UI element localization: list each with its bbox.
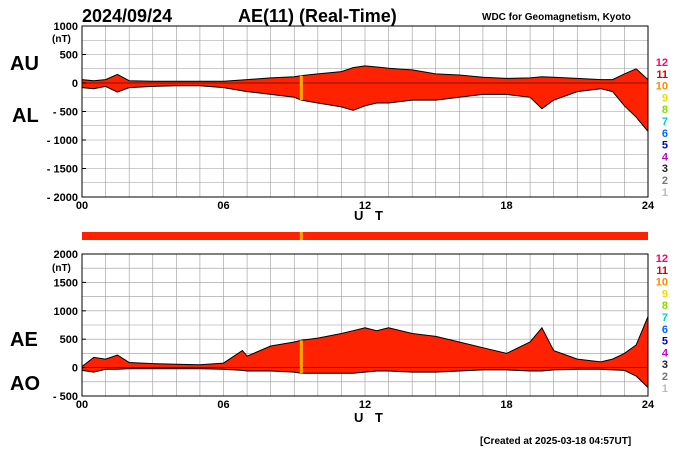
legend-station-count: 9 <box>662 92 668 104</box>
legend-station-count: 4 <box>662 151 669 163</box>
legend-station-count: 8 <box>662 104 668 116</box>
y-tick-label: 1000 <box>54 21 78 33</box>
legend-station-count: 1 <box>662 383 668 395</box>
legend-station-count: 3 <box>662 163 668 175</box>
legend-station-count: 5 <box>662 336 668 348</box>
y-tick-label: - 500 <box>53 107 78 119</box>
series-line-ae <box>81 316 649 367</box>
y-tick-label: 2000 <box>54 249 78 261</box>
au-al-unit: (nT) <box>52 34 71 45</box>
legend-station-count: 12 <box>656 57 668 69</box>
x-tick-label: 00 <box>76 399 88 411</box>
y-tick-label: 500 <box>60 334 78 346</box>
created-stamp: [Created at 2025-03-18 04:57UT] <box>480 436 631 447</box>
legend-station-count: 4 <box>662 347 669 359</box>
status-bar-fill <box>82 232 648 240</box>
ae-ao-grid <box>82 254 648 396</box>
legend-station-count: 7 <box>662 116 668 128</box>
legend-station-count: 10 <box>656 81 668 93</box>
legend-station-count: 9 <box>662 288 668 300</box>
institution: WDC for Geomagnetism, Kyoto <box>482 12 631 23</box>
legend-station-count: 2 <box>662 175 668 187</box>
range-fill-area <box>82 65 648 132</box>
highlight-stripe <box>299 75 303 101</box>
x-tick-label: 18 <box>500 399 512 411</box>
au-label: AU <box>10 53 39 75</box>
y-tick-label: - 2000 <box>47 192 78 204</box>
ae-ao-x-ticks: 00 06 12 18 24 <box>76 399 655 411</box>
x-tick-label: 06 <box>217 399 229 411</box>
x-tick-label: 00 <box>76 200 88 212</box>
legend-station-count: 1 <box>662 187 668 199</box>
x-tick-label: 12 <box>359 200 371 212</box>
al-label: AL <box>12 105 39 127</box>
ae-ao-unit: (nT) <box>52 263 71 274</box>
legend-station-count: 11 <box>656 69 668 81</box>
legend-station-count: 2 <box>662 371 668 383</box>
y-tick-label: - 1000 <box>47 135 78 147</box>
y-tick-label: 0 <box>72 78 78 90</box>
legend-station-count: 12 <box>656 253 668 265</box>
au-al-areas <box>81 65 649 132</box>
legend-station-count: 7 <box>662 312 668 324</box>
legend-station-count: 3 <box>662 359 668 371</box>
y-tick-label: - 500 <box>53 391 78 403</box>
ae-label: AE <box>10 329 38 351</box>
y-tick-label: 1500 <box>54 277 78 289</box>
x-tick-label: 12 <box>359 399 371 411</box>
data-status-bar <box>82 232 648 240</box>
x-tick-label: 18 <box>500 200 512 212</box>
plot-date: 2024/09/24 <box>82 6 172 26</box>
status-bar-highlight <box>299 232 303 240</box>
legend-station-count: 10 <box>656 277 668 289</box>
legend-station-count: 11 <box>656 265 668 277</box>
legend-station-count: 6 <box>662 128 668 140</box>
y-tick-label: 500 <box>60 50 78 62</box>
ae-ao-frame <box>81 253 649 397</box>
ae-ao-xlabel: U T <box>354 410 387 425</box>
y-tick-label: - 1500 <box>47 164 78 176</box>
au-al-xlabel: U T <box>354 208 387 223</box>
legend-station-count: 8 <box>662 300 668 312</box>
ao-label: AO <box>10 373 40 395</box>
y-tick-label: 1000 <box>54 306 78 318</box>
au-al-x-ticks: 00 06 12 18 24 <box>76 200 655 212</box>
au-al-y-ticks: 1000 500 0 - 500 - 1000 - 1500 - 2000 <box>47 21 86 204</box>
x-tick-label: 06 <box>217 200 229 212</box>
series-line-ao <box>81 368 649 388</box>
y-tick-label: 0 <box>72 363 78 375</box>
legend-station-count: 5 <box>662 140 668 152</box>
series-line-au <box>81 65 649 82</box>
ae-ao-y-ticks: 2000 1500 1000 500 0 - 500 <box>53 249 86 403</box>
highlight-stripe <box>299 340 303 374</box>
series-line-al <box>81 85 649 132</box>
au-al-grid <box>82 26 648 197</box>
x-tick-label: 24 <box>642 200 655 212</box>
x-tick-label: 24 <box>642 399 655 411</box>
ae-ao-areas <box>81 316 649 388</box>
plot-title: AE(11) (Real-Time) <box>238 6 397 26</box>
legend-station-count: 6 <box>662 324 668 336</box>
